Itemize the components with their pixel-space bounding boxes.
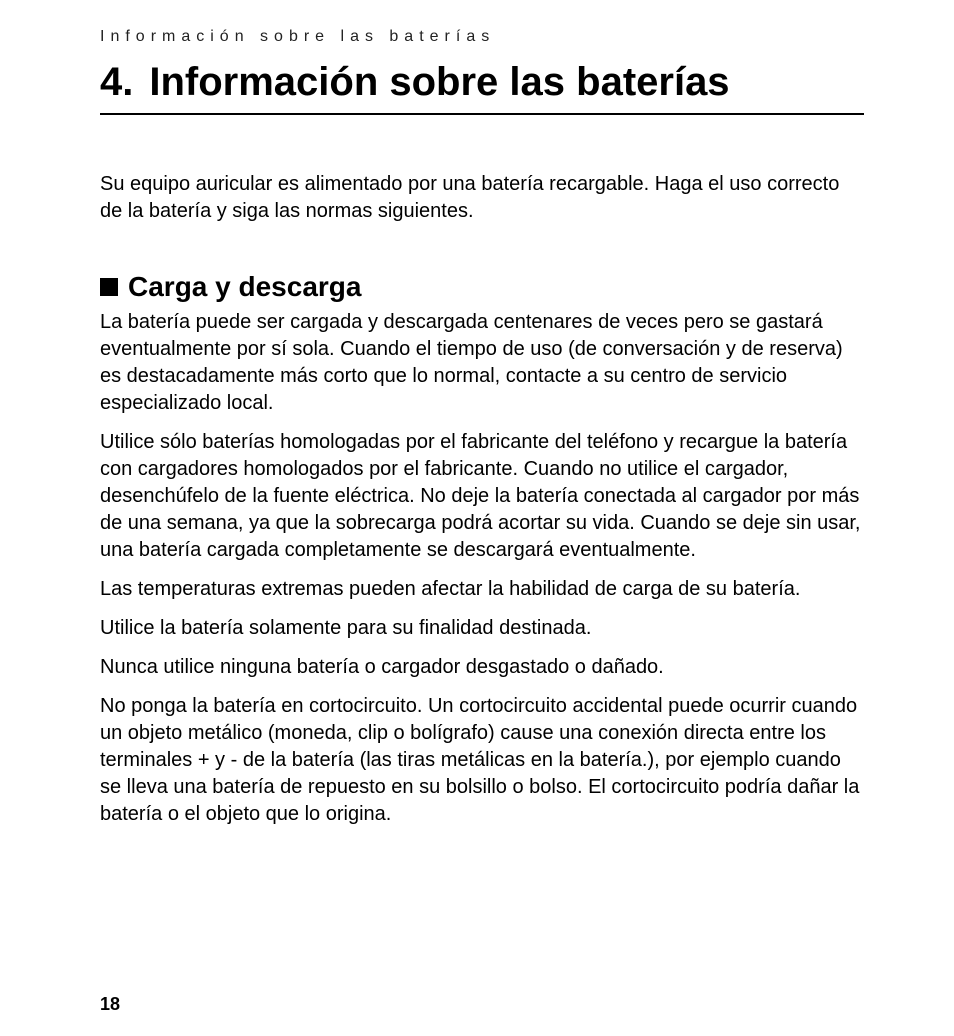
body-paragraph: Las temperaturas extremas pueden afectar… [100,576,864,603]
chapter-number: 4. [100,60,133,104]
body-paragraph: Nunca utilice ninguna batería o cargador… [100,654,864,681]
square-bullet-icon [100,278,118,296]
body-paragraph: Utilice la batería solamente para su fin… [100,615,864,642]
body-paragraph: Utilice sólo baterías homologadas por el… [100,429,864,564]
intro-paragraph: Su equipo auricular es alimentado por un… [100,171,864,225]
section-title: Carga y descarga [128,271,361,303]
running-head: Información sobre las baterías [100,28,864,46]
page-number: 18 [100,994,120,1015]
section-heading: Carga y descarga [100,271,864,303]
section-block: Carga y descarga La batería puede ser ca… [100,271,864,828]
body-paragraph: La batería puede ser cargada y descargad… [100,309,864,417]
document-page: Información sobre las baterías 4. Informa… [0,0,954,828]
body-paragraph: No ponga la batería en cortocircuito. Un… [100,693,864,828]
chapter-title-block: 4. Información sobre las baterías [100,60,864,115]
chapter-title: Información sobre las baterías [149,60,729,104]
